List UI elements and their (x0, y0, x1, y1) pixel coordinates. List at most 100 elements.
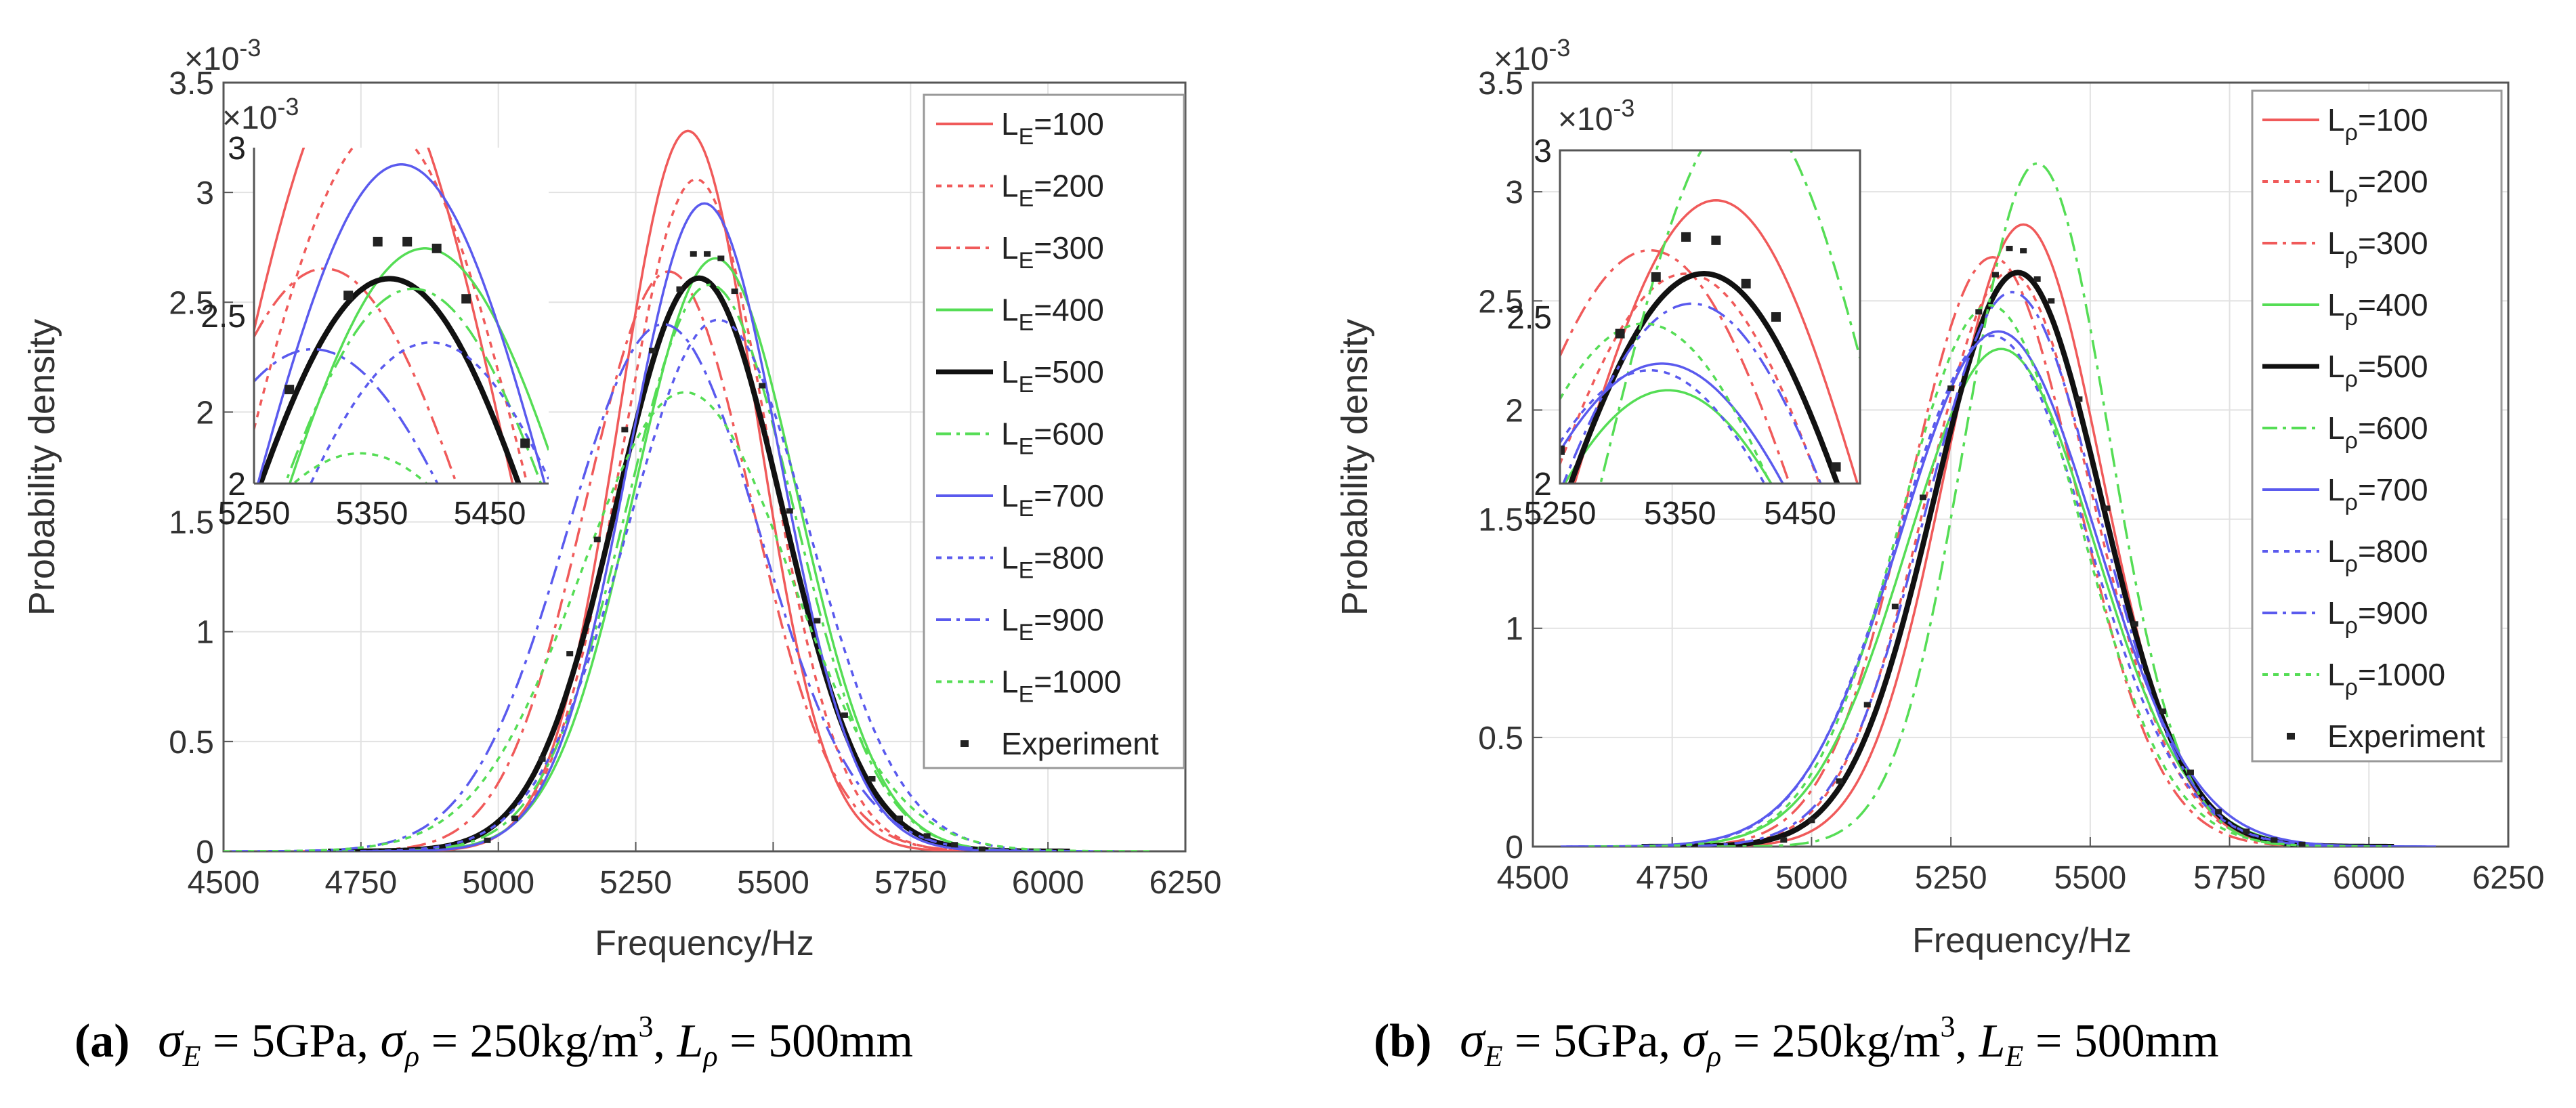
legend-label: LE=500 (1001, 354, 1104, 398)
panel-b-inset-x-tick-labels: 5250 5350 5450 (1524, 496, 1836, 532)
legend-label: Lρ=700 (2327, 472, 2428, 515)
panel-b-legend (2251, 89, 2503, 763)
x-tick-label: 5000 (1775, 860, 1848, 896)
x-tick-label: 4750 (324, 865, 397, 901)
panel-b-inset-y-tick-labels: 22.53 (1506, 133, 1552, 503)
inset-series-line-l900 (1562, 302, 1822, 484)
experiment-point (759, 383, 766, 389)
inset-series-line-l900 (254, 347, 439, 484)
panel-a-legend (923, 93, 1185, 769)
panel-a-caption: (a) σE = 5GPa, σρ = 250kg/m3, Lρ = 500mm (75, 1010, 913, 1073)
x-tick-label: 5250 (599, 865, 672, 901)
y-tick-label: 1 (196, 615, 214, 651)
legend-label: LE=800 (1001, 540, 1104, 584)
legend-label: LE=100 (1001, 106, 1104, 150)
inset-experiment-point (1741, 278, 1751, 289)
panel-a-exponent: ×10-3 (184, 34, 261, 77)
inset-series-line-l100 (254, 148, 514, 484)
y-tick-label: 2 (196, 395, 214, 431)
inset-experiment-point (1711, 235, 1721, 245)
x-tick-label: 5500 (737, 865, 809, 901)
panel-b-plot-frame (1532, 81, 2510, 848)
experiment-point (717, 255, 725, 261)
experiment-point (690, 251, 697, 257)
experiment-point (868, 775, 876, 782)
panel-b-curves (1561, 162, 2436, 847)
legend-label-experiment: Experiment (1001, 726, 1159, 761)
series-line-l600 (336, 283, 1084, 851)
inset-series-line-l700 (257, 163, 546, 484)
panel-b-inset-exponent: ×10-3 (1558, 94, 1634, 137)
y-tick-label: 1.5 (169, 505, 214, 541)
experiment-point (1947, 385, 1955, 391)
inset-series-line-l300 (254, 267, 458, 484)
inset-experiment-point (1560, 445, 1565, 455)
inset-x-tick-label: 5250 (218, 496, 291, 532)
inset-experiment-point (284, 385, 295, 395)
inset-x-tick-label: 5250 (1524, 496, 1597, 532)
inset-experiment-point (402, 236, 413, 247)
experiment-point (676, 286, 683, 292)
panel-b-legend-entries: Lρ=100 Lρ=200 Lρ=300 Lρ=400 Lρ=500 Lρ=600 Lρ=7… (2262, 102, 2485, 754)
y-tick-label: 0 (196, 834, 214, 870)
legend-label: Lρ=1000 (2327, 657, 2445, 700)
inset-experiment-point (1771, 312, 1781, 322)
x-tick-label: 6000 (2333, 860, 2405, 896)
inset-experiment-point (343, 291, 354, 301)
panel-a-y-axis-label: Probability density (22, 319, 62, 616)
experiment-point (2243, 828, 2250, 834)
inset-experiment-point (1831, 462, 1841, 472)
panel-a-x-axis-label: Frequency/Hz (595, 924, 814, 963)
legend-label: Lρ=400 (2327, 287, 2428, 331)
experiment-point (1780, 837, 1788, 843)
series-line-l1000 (1588, 303, 2392, 847)
legend-label-experiment: Experiment (2327, 719, 2485, 754)
inset-x-tick-label: 5350 (336, 496, 408, 532)
inset-experiment-point (373, 236, 383, 247)
y-tick-label: 1 (1505, 612, 1523, 647)
legend-label: LE=600 (1001, 417, 1104, 460)
legend-label: Lρ=100 (2327, 102, 2428, 146)
inset-x-tick-label: 5450 (1764, 496, 1836, 532)
x-tick-label: 5000 (462, 865, 534, 901)
experiment-point (566, 651, 574, 657)
inset-series-line-l300 (1560, 249, 1791, 484)
experiment-point (2103, 505, 2111, 511)
panel-b-y-axis-label: Probability density (1334, 319, 1375, 616)
panel-a-legend-entries: LE=100 LE=200 LE=300 LE=400 LE=500 LE=600 LE=7… (936, 106, 1159, 761)
legend-label: LE=300 (1001, 230, 1104, 274)
y-tick-label: 3.5 (169, 66, 214, 102)
experiment-point (2020, 248, 2027, 254)
experiment-point (2187, 769, 2194, 775)
legend-label: LE=1000 (1001, 664, 1121, 708)
panel-a-experiment-points (484, 251, 986, 851)
series-line-l700 (363, 202, 1046, 851)
legend-label: LE=400 (1001, 293, 1104, 336)
x-tick-label: 4500 (1497, 860, 1569, 896)
x-tick-label: 4500 (188, 865, 260, 901)
inset-series-line-l500 (257, 276, 522, 484)
panel-b: 00.511.522.533.5 4500 4750 5000 5250 5500 575… (1334, 34, 2544, 1073)
inset-series-line-l800 (1560, 368, 1766, 484)
panel-a-inset-x-tick-labels: 5250 5350 5450 (218, 496, 526, 532)
legend-experiment-marker (960, 740, 969, 747)
inset-experiment-point (461, 294, 471, 304)
x-tick-label: 6000 (1012, 865, 1084, 901)
inset-experiment-point (1651, 272, 1661, 282)
experiment-point (593, 536, 601, 542)
panel-b-inset-background (1560, 150, 1860, 484)
experiment-point (786, 508, 793, 514)
legend-label: Lρ=200 (2327, 164, 2428, 207)
legend-label: LE=700 (1001, 478, 1104, 521)
experiment-point (1975, 309, 1983, 315)
x-tick-label: 6250 (1149, 865, 1222, 901)
experiment-point (1891, 603, 1899, 610)
experiment-point (2271, 837, 2278, 843)
x-tick-label: 5500 (2054, 860, 2126, 896)
legend-label: LE=900 (1001, 602, 1104, 645)
y-tick-label: 2.5 (1478, 284, 1523, 320)
experiment-point (2075, 396, 2083, 402)
y-tick-label: 0.5 (1478, 721, 1523, 757)
inset-y-tick-label: 2.5 (1506, 300, 1552, 336)
